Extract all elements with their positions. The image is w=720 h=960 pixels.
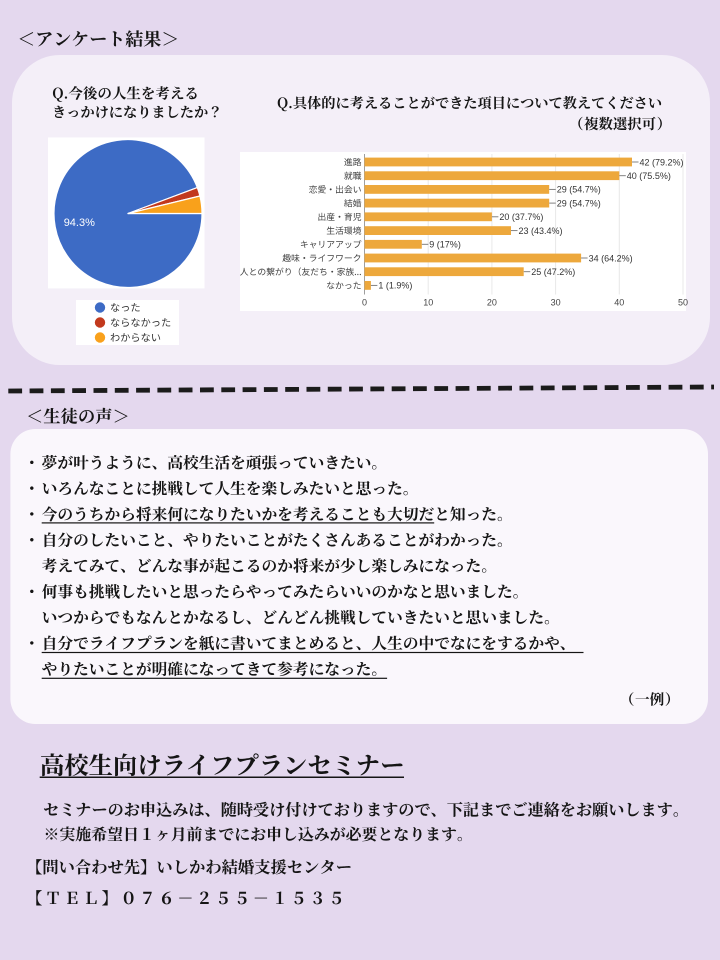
svg-text:20: 20 bbox=[487, 298, 497, 308]
svg-text:42 (79.2%): 42 (79.2%) bbox=[640, 157, 684, 167]
svg-text:29 (54.7%): 29 (54.7%) bbox=[557, 198, 601, 208]
svg-text:20 (37.7%): 20 (37.7%) bbox=[499, 212, 543, 222]
svg-text:40: 40 bbox=[614, 298, 624, 308]
svg-text:34 (64.2%): 34 (64.2%) bbox=[589, 253, 633, 263]
svg-text:25 (47.2%): 25 (47.2%) bbox=[531, 267, 575, 277]
svg-text:23 (43.4%): 23 (43.4%) bbox=[519, 226, 563, 236]
svg-text:1 (1.9%): 1 (1.9%) bbox=[378, 281, 412, 291]
svg-text:40 (75.5%): 40 (75.5%) bbox=[627, 171, 671, 181]
svg-text:50: 50 bbox=[678, 298, 688, 308]
svg-text:10: 10 bbox=[423, 298, 433, 308]
svg-text:0: 0 bbox=[362, 298, 367, 308]
svg-text:9 (17%): 9 (17%) bbox=[429, 240, 461, 250]
svg-text:30: 30 bbox=[551, 298, 561, 308]
svg-text:29 (54.7%): 29 (54.7%) bbox=[557, 185, 601, 195]
svg-text:94.3%: 94.3% bbox=[64, 217, 95, 229]
